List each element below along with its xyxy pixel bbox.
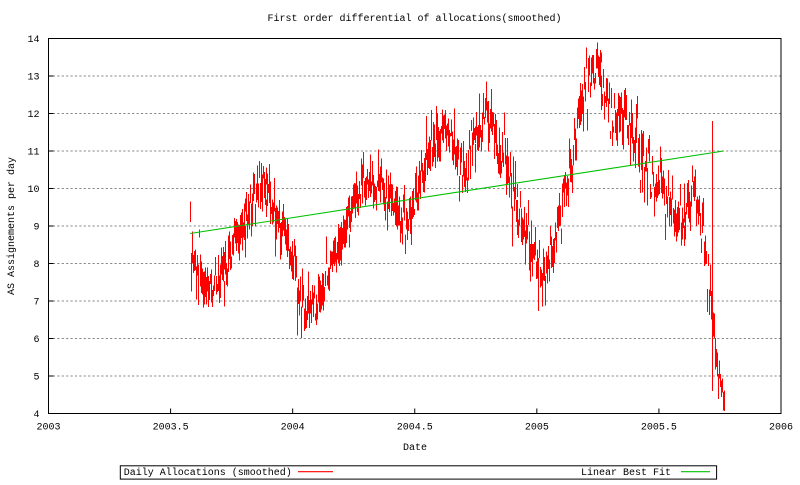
svg-text:7: 7 — [33, 298, 39, 309]
svg-text:6: 6 — [33, 335, 39, 346]
svg-text:10: 10 — [27, 185, 39, 196]
svg-text:2004.5: 2004.5 — [397, 423, 433, 434]
svg-text:5: 5 — [33, 373, 39, 384]
svg-text:2004: 2004 — [281, 423, 305, 434]
svg-text:11: 11 — [27, 148, 39, 159]
svg-text:9: 9 — [33, 223, 39, 234]
svg-text:8: 8 — [33, 260, 39, 271]
svg-text:Linear Best Fit: Linear Best Fit — [581, 467, 671, 479]
svg-text:12: 12 — [27, 110, 39, 121]
svg-text:Daily Allocations (smoothed): Daily Allocations (smoothed) — [124, 467, 292, 479]
svg-text:13: 13 — [27, 73, 39, 84]
svg-text:First order differential of al: First order differential of allocations(… — [267, 13, 561, 25]
svg-text:2003: 2003 — [36, 423, 60, 434]
svg-text:2005.5: 2005.5 — [641, 423, 677, 434]
svg-text:2003.5: 2003.5 — [153, 423, 189, 434]
svg-text:AS Assignements per day: AS Assignements per day — [6, 157, 18, 295]
svg-text:2006: 2006 — [769, 423, 793, 434]
svg-text:14: 14 — [27, 35, 39, 46]
svg-text:4: 4 — [33, 410, 39, 421]
svg-text:2005: 2005 — [525, 423, 549, 434]
svg-text:Date: Date — [403, 443, 427, 454]
